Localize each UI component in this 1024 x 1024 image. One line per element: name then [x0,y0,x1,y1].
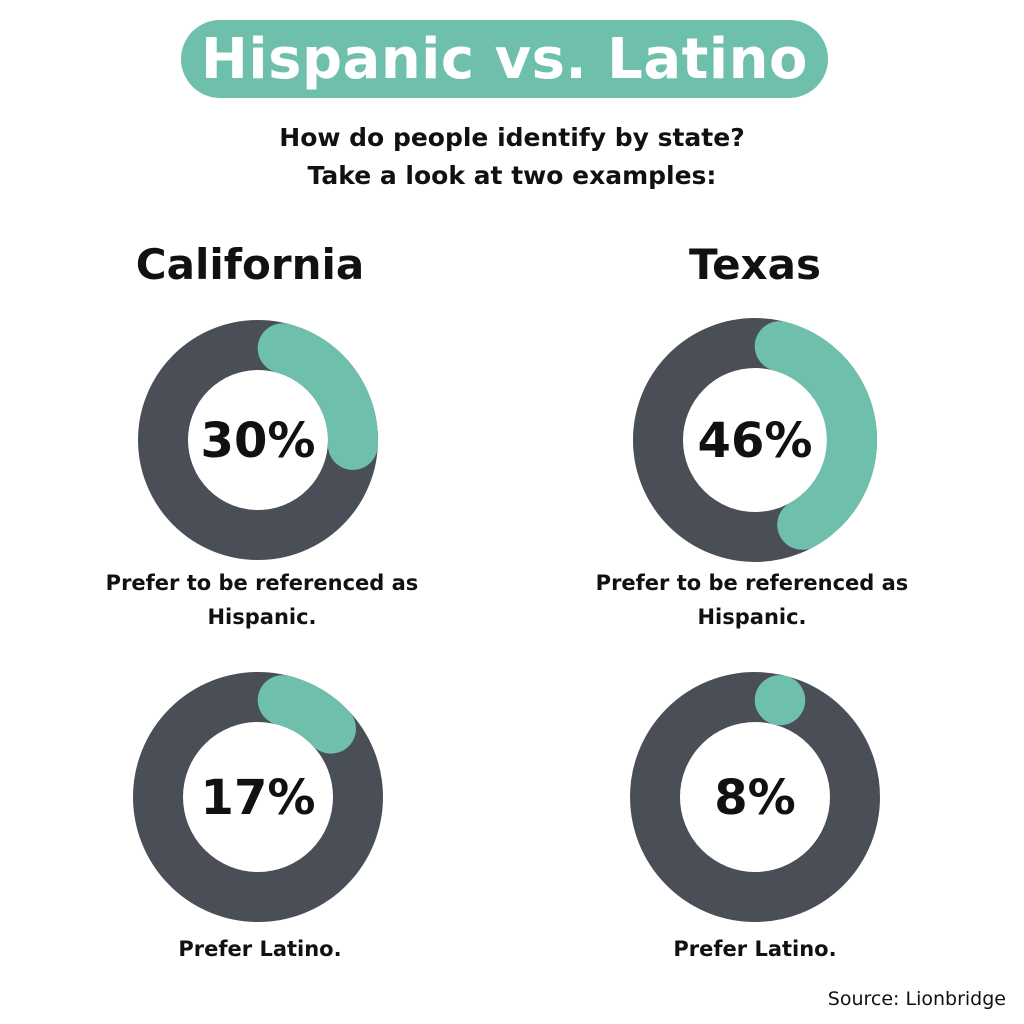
donut-ca-hispanic: 30% [138,320,378,560]
donut-value-label: 17% [201,770,316,826]
donut-ca-latino: 17% [133,672,383,922]
donut-value-arc [138,320,378,560]
source-note: Source: Lionbridge [827,988,1006,1010]
donut-value-arc [633,318,877,562]
donut-value-arc [133,672,383,922]
subtitle-line-1: How do people identify by state? [279,123,745,152]
donut-tx-latino: 8% [630,672,880,922]
title-banner: Hispanic vs. Latino [181,20,828,98]
caption-line: Prefer to be referenced as [595,571,909,595]
caption-tx-latino: Prefer Latino. [673,937,837,961]
donut-value-label: 46% [698,413,813,469]
caption-tx-hispanic: Prefer to be referenced as Hispanic. [542,566,962,634]
caption-line: Hispanic. [697,605,807,629]
state-heading-california: California [135,240,365,289]
caption-line: Hispanic. [207,605,317,629]
subtitle-line-2: Take a look at two examples: [307,161,717,190]
page-title: Hispanic vs. Latino [201,26,808,92]
donut-tx-hispanic: 46% [633,318,877,562]
donut-value-label: 8% [714,770,796,826]
state-heading-texas: Texas [689,240,821,289]
caption-ca-latino: Prefer Latino. [178,937,342,961]
caption-line: Prefer to be referenced as [105,571,419,595]
donut-value-arc [630,672,880,922]
donut-value-label: 30% [201,413,316,469]
caption-ca-hispanic: Prefer to be referenced as Hispanic. [52,566,472,634]
